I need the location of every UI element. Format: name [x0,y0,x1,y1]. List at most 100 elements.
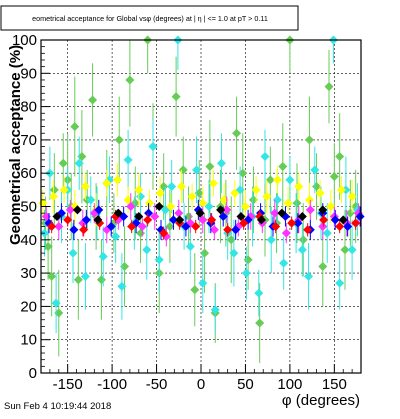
data-point [210,305,220,315]
data-point [68,248,78,258]
x-tick-label: 100 [277,376,302,393]
data-point [304,195,314,205]
data-point [198,198,208,208]
data-point [340,245,350,255]
data-point [195,208,205,218]
data-point [204,202,214,211]
data-point [148,142,158,152]
data-point [265,175,275,185]
data-point [218,211,228,221]
data-point [154,255,164,265]
data-point [236,211,246,221]
x-tick-label: -150 [53,376,83,393]
data-point [231,225,241,235]
data-point [143,215,153,225]
data-point [167,182,177,192]
data-point [102,178,112,188]
data-point [52,211,62,221]
y-tick-label: 100 [12,32,37,49]
y-tick-label: 10 [20,332,37,349]
y-axis-label: Geometrical acceptance (%) [7,45,24,245]
data-point [63,215,73,225]
data-point [192,165,202,175]
y-tick-label: 70 [20,132,37,149]
data-point [171,92,181,102]
data-point [106,221,116,231]
data-point [86,195,96,205]
data-point [198,278,208,288]
data-point [207,215,217,225]
data-series [38,35,365,364]
data-point [270,208,280,218]
data-point [351,218,361,228]
y-tick-label: 40 [20,232,37,249]
timestamp: Sun Feb 4 10:19:44 2018 [4,401,111,412]
data-point [134,185,144,195]
y-tick-label: 90 [20,65,37,82]
data-point [240,202,250,211]
data-point [294,182,304,192]
x-tick-label: 50 [237,376,254,393]
data-point [69,225,79,235]
data-point [254,288,264,298]
data-point [185,241,195,251]
data-point [134,211,144,221]
data-point [176,182,186,192]
data-point [248,195,258,205]
y-tick-label: 60 [20,165,37,182]
data-point [303,225,313,235]
data-point [150,211,160,221]
data-point [126,202,136,211]
data-point [343,221,353,231]
data-point [223,225,233,235]
data-point [168,215,178,225]
data-point [65,205,75,215]
y-tick-label: 80 [20,99,37,116]
data-point [318,205,328,215]
data-point [216,205,226,215]
data-point [222,205,232,215]
data-point [79,225,89,235]
data-point [175,215,185,225]
x-tick-label: -100 [97,376,127,393]
data-point [347,245,357,255]
data-point [287,218,297,228]
data-point [59,185,69,195]
data-point [114,135,124,145]
data-point [297,211,307,221]
data-point [297,245,307,255]
data-point [318,221,328,231]
data-point [298,235,308,245]
data-point [111,231,121,241]
data-point [262,192,272,202]
data-point [310,165,320,175]
data-point [305,205,315,215]
data-point [166,202,176,211]
data-point [144,208,154,218]
y-tick-label: 30 [20,265,37,282]
data-point [80,182,90,192]
data-point [229,248,239,258]
data-point [159,228,169,238]
data-point [155,188,165,198]
data-point [154,202,164,211]
data-point [329,172,339,182]
data-point [285,175,295,185]
data-point [187,192,197,202]
data-point [165,221,175,231]
data-point [117,281,127,291]
data-point [230,188,240,198]
data-point [266,235,276,245]
data-point [54,221,64,231]
data-point [293,218,303,228]
data-point [144,198,154,208]
data-point [277,208,287,218]
data-point [81,215,91,225]
data-point [322,228,332,238]
y-tick-label: 20 [20,298,37,315]
data-point [72,205,82,215]
data-point [112,175,122,185]
axes: 0 10 20 30 40 50 60 70 80 90 100 -150 -100 -50 0 50 100 1… [12,32,353,393]
data-point [239,218,249,228]
